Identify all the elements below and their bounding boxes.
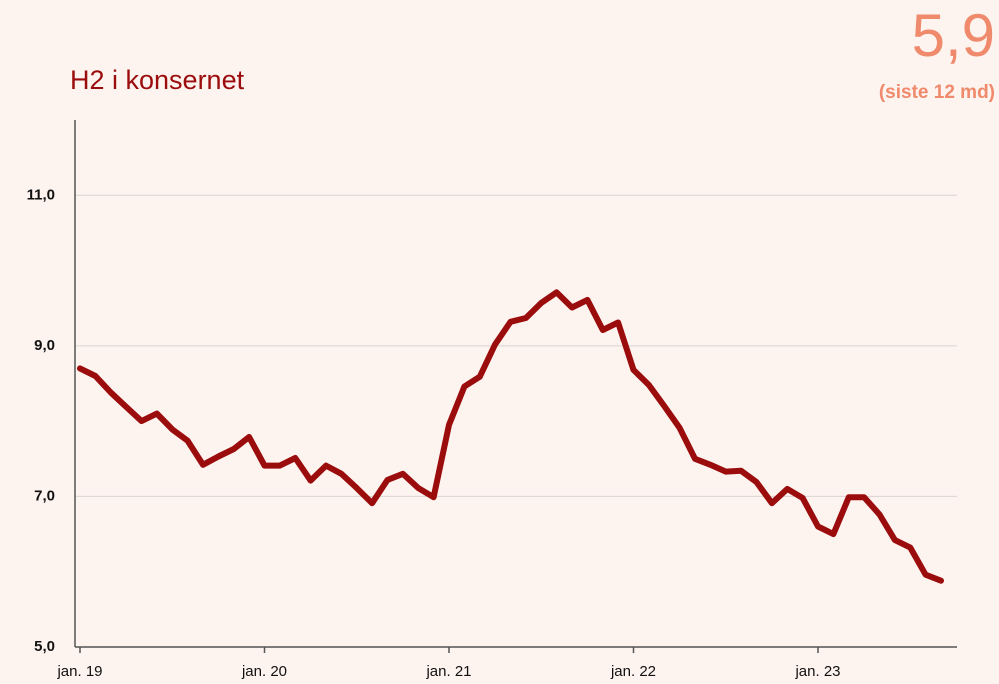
headline-value: 5,9 bbox=[912, 2, 995, 69]
y-tick-label: 5,0 bbox=[34, 638, 55, 655]
y-tick-label: 9,0 bbox=[34, 337, 55, 354]
x-tick-label: jan. 19 bbox=[56, 663, 102, 680]
chart-title: H2 i konsernet bbox=[70, 65, 245, 95]
y-tick-label: 7,0 bbox=[34, 487, 55, 504]
x-tick-label: jan. 21 bbox=[425, 663, 471, 680]
y-tick-label: 11,0 bbox=[27, 186, 55, 203]
x-tick-label: jan. 22 bbox=[610, 663, 656, 680]
x-tick-label: jan. 20 bbox=[241, 663, 287, 680]
headline-note: (siste 12 md) bbox=[879, 82, 995, 103]
x-tick-label: jan. 23 bbox=[794, 663, 840, 680]
chart: H2 i konsernet 5,9 (siste 12 md) 5,0 7,0 9… bbox=[0, 0, 999, 684]
